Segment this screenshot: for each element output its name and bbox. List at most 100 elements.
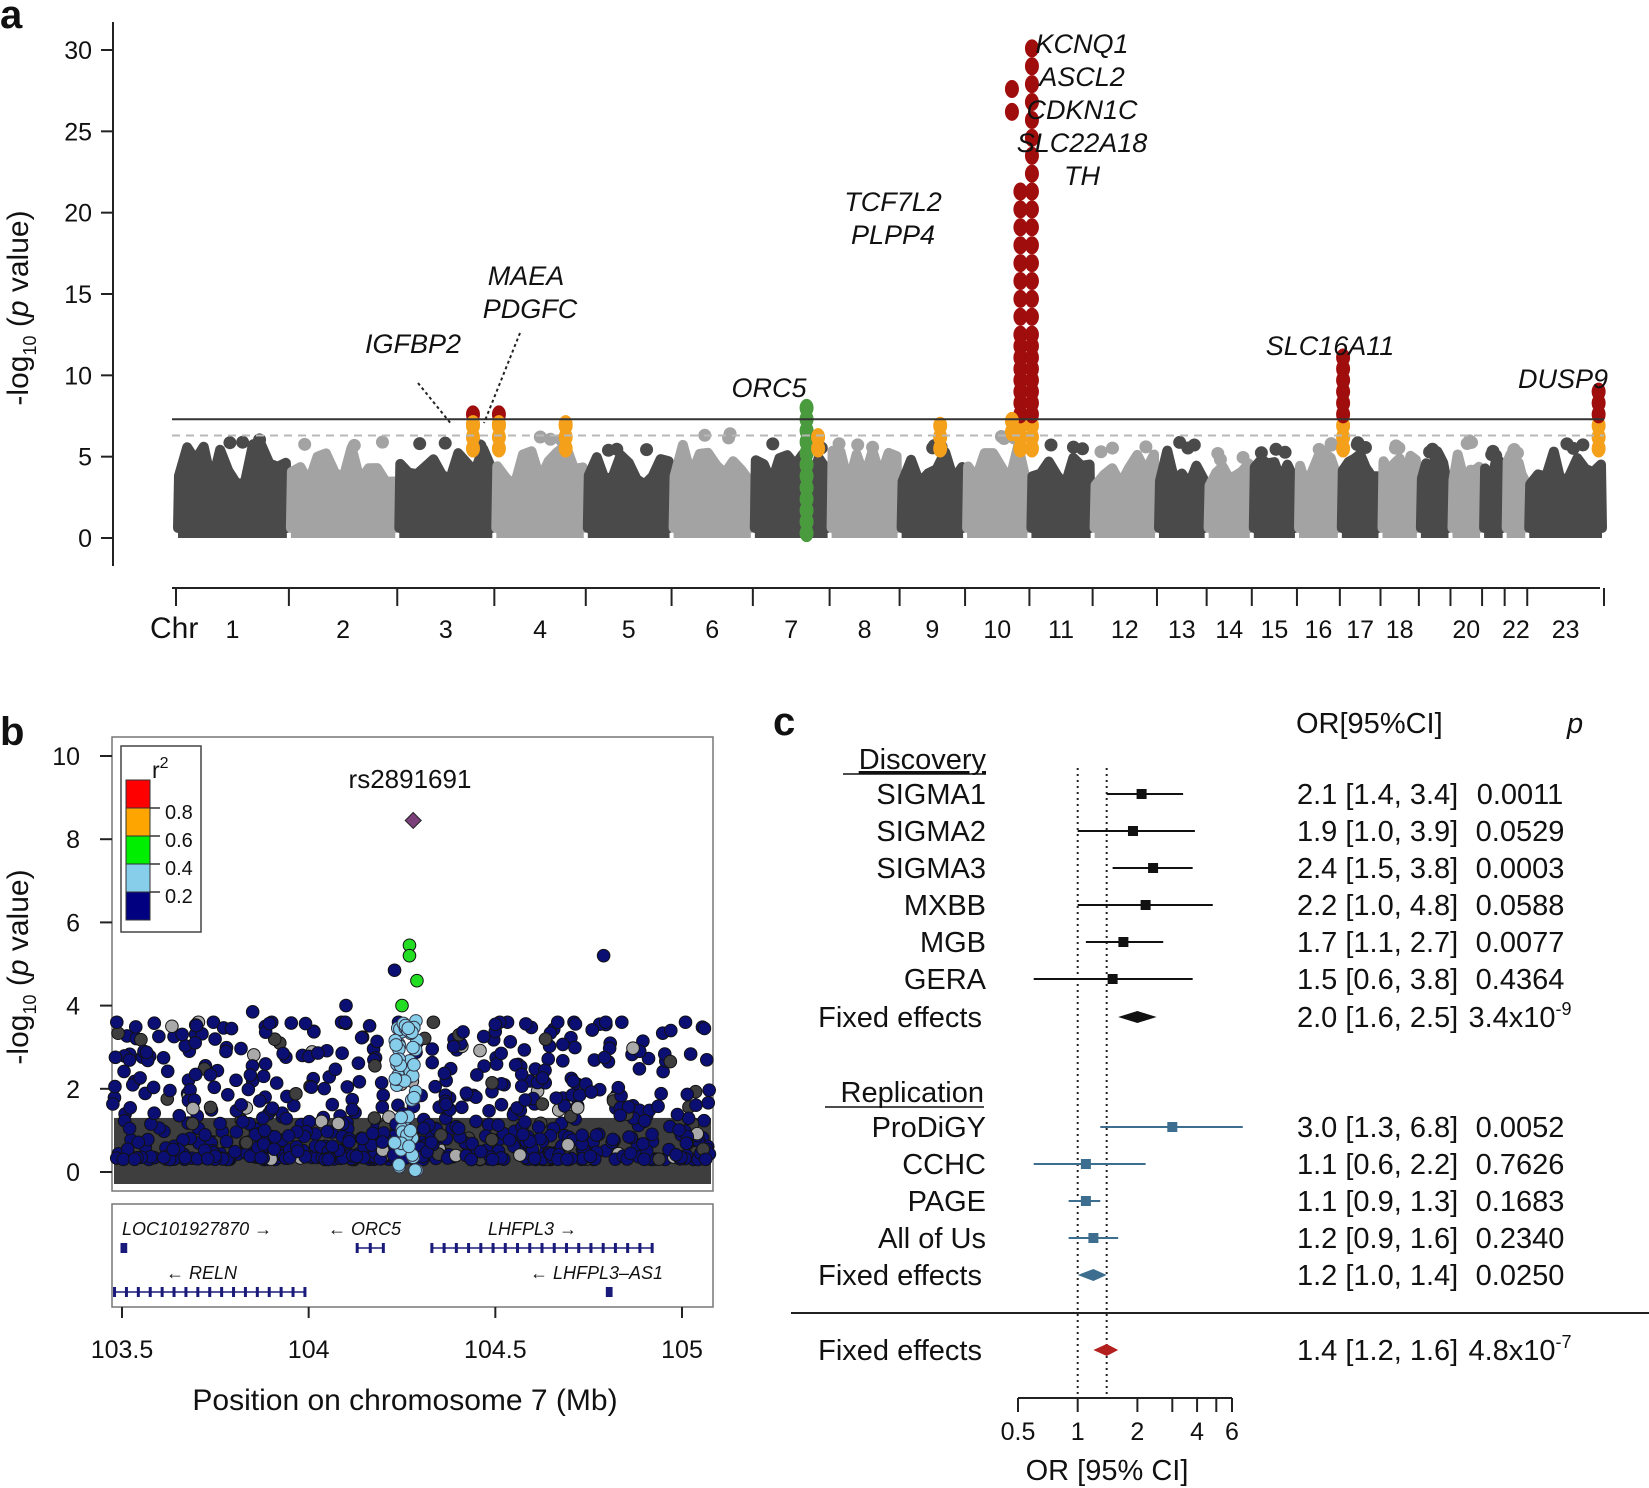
gene-exon bbox=[208, 1287, 212, 1297]
peak-snp bbox=[1024, 128, 1039, 147]
background-snp bbox=[566, 1074, 581, 1088]
background-snp bbox=[289, 1086, 303, 1101]
background-snp bbox=[228, 1144, 242, 1159]
forest-or-text: 3.0 [1.3, 6.8] bbox=[1297, 1112, 1458, 1144]
peak-snp bbox=[1024, 75, 1039, 94]
chromosome-20-skyline bbox=[1447, 449, 1486, 533]
gene-exon bbox=[136, 1287, 140, 1297]
background-snp bbox=[147, 1106, 162, 1121]
ld-legend: r2 0.8 0.6 0.4 0.2 bbox=[120, 745, 202, 933]
chromosome-13-base bbox=[1158, 526, 1205, 538]
forest-row-rep-0: ProDiGY 3.0 [1.3, 6.8] 0.0052 bbox=[872, 1112, 1565, 1144]
forest-row-disc-4: MGB 1.7 [1.1, 2.7] 0.0077 bbox=[920, 927, 1564, 959]
background-snp bbox=[416, 1121, 431, 1136]
background-snp bbox=[615, 1015, 629, 1030]
manhattan-y-tick-label: 5 bbox=[78, 444, 92, 472]
ld-legend-label-04: 0.4 bbox=[165, 858, 193, 880]
chromosome-12-top-snp bbox=[1105, 441, 1119, 455]
background-snp bbox=[134, 1032, 148, 1047]
gene-track: LOC101927870 → ← ORC5 LHFPL3 → ← RELN ← LHFP… bbox=[113, 1219, 663, 1297]
background-snp bbox=[514, 1067, 529, 1082]
regional-x-tick-label: 104.5 bbox=[464, 1336, 527, 1364]
background-snp bbox=[123, 1101, 138, 1115]
gene-exon bbox=[564, 1243, 568, 1253]
forest-axis-tick-label: 0.5 bbox=[1001, 1418, 1036, 1446]
background-snp bbox=[589, 1128, 604, 1142]
forest-study-name: SIGMA1 bbox=[876, 779, 986, 811]
annotation-ascl2: ASCL2 bbox=[1037, 62, 1125, 92]
background-snp bbox=[160, 1064, 175, 1079]
background-snp bbox=[508, 1058, 523, 1072]
gene-exon bbox=[589, 1243, 593, 1253]
chromosome-21-snps bbox=[1479, 444, 1508, 538]
gene-exon bbox=[467, 1243, 471, 1253]
gene-exon bbox=[124, 1243, 128, 1253]
background-snp bbox=[491, 1118, 506, 1132]
chromosome-11-top-snp bbox=[1075, 442, 1089, 456]
chromosome-2-snps bbox=[285, 435, 401, 538]
background-snp bbox=[188, 1067, 203, 1082]
chromosome-15-top-snp bbox=[1254, 446, 1268, 460]
chromosome-14-snps bbox=[1203, 446, 1255, 538]
background-snp bbox=[229, 1125, 244, 1139]
background-snp bbox=[276, 1046, 290, 1061]
forest-study-name: PAGE bbox=[908, 1186, 986, 1218]
background-snp bbox=[342, 1135, 356, 1149]
chromosome-4-base bbox=[496, 526, 584, 538]
chromosome-16-top-snp bbox=[1324, 438, 1338, 452]
background-snp bbox=[165, 1019, 179, 1034]
background-snp bbox=[122, 1121, 137, 1136]
background-snp bbox=[672, 1123, 686, 1137]
peak-snp bbox=[799, 398, 814, 417]
peak-snp bbox=[1004, 411, 1019, 430]
ld-legend-swatches bbox=[125, 779, 160, 921]
chromosome-7-base bbox=[754, 526, 828, 538]
chromosome-label-12: 12 bbox=[1111, 616, 1139, 644]
chromosome-1-base bbox=[178, 526, 287, 538]
gene-reln: ← RELN bbox=[113, 1263, 307, 1297]
peak-igfbp2 bbox=[465, 405, 480, 458]
chromosome-12-top-snp bbox=[1094, 445, 1108, 459]
chromosome-1-top-snp bbox=[223, 436, 237, 450]
background-snp bbox=[325, 1139, 340, 1154]
background-snp bbox=[298, 1016, 313, 1031]
forest-or-text: 1.9 [1.0, 3.9] bbox=[1297, 816, 1458, 848]
chromosome-2-base bbox=[290, 526, 396, 538]
annotation-slc22a18: SLC22A18 bbox=[1017, 128, 1148, 158]
chromosome-13-top-snp bbox=[1187, 438, 1201, 452]
background-snp bbox=[464, 1152, 479, 1167]
background-snp bbox=[156, 1150, 171, 1165]
gene-exon bbox=[160, 1287, 164, 1297]
panel-label-b: b bbox=[0, 710, 24, 754]
chromosome-8-snps bbox=[826, 437, 903, 538]
gene-exon bbox=[381, 1243, 385, 1253]
background-snp bbox=[257, 1123, 272, 1138]
background-snp bbox=[172, 1108, 187, 1123]
background-snp bbox=[556, 1037, 570, 1052]
chromosome-5-snps bbox=[582, 442, 675, 538]
chromosome-label-17: 17 bbox=[1346, 616, 1374, 644]
forest-p-text: 0.0588 bbox=[1476, 890, 1565, 922]
gene-exon bbox=[540, 1243, 544, 1253]
highlighted-snp bbox=[339, 998, 353, 1013]
forest-pooled-or-text: 1.2 [1.0, 1.4] bbox=[1297, 1260, 1458, 1292]
gene-exon bbox=[232, 1287, 236, 1297]
background-snp bbox=[428, 1079, 442, 1094]
background-snp bbox=[108, 1079, 122, 1094]
annotation-igfbp2: IGFBP2 bbox=[365, 329, 461, 359]
annotation-orc5: ORC5 bbox=[731, 373, 807, 403]
chromosome-19-base bbox=[1420, 526, 1449, 538]
forest-study-name: SIGMA2 bbox=[876, 816, 986, 848]
forest-group-replication: Replication bbox=[841, 1077, 984, 1109]
gene-track-frame bbox=[111, 1203, 714, 1308]
gene-exon bbox=[291, 1287, 295, 1297]
ld-legend-label-02: 0.2 bbox=[165, 886, 193, 908]
chromosome-11-skyline bbox=[1026, 452, 1096, 533]
peak-snp bbox=[1013, 236, 1028, 255]
forest-pooled-name: Fixed effects bbox=[818, 1335, 982, 1367]
regional-y-tick-label: 4 bbox=[66, 993, 80, 1021]
background-snp bbox=[469, 1114, 483, 1129]
background-snp bbox=[328, 1062, 343, 1077]
forest-row-disc-1: SIGMA2 1.9 [1.0, 3.9] 0.0529 bbox=[876, 816, 1564, 848]
peak-snp bbox=[1024, 236, 1039, 255]
